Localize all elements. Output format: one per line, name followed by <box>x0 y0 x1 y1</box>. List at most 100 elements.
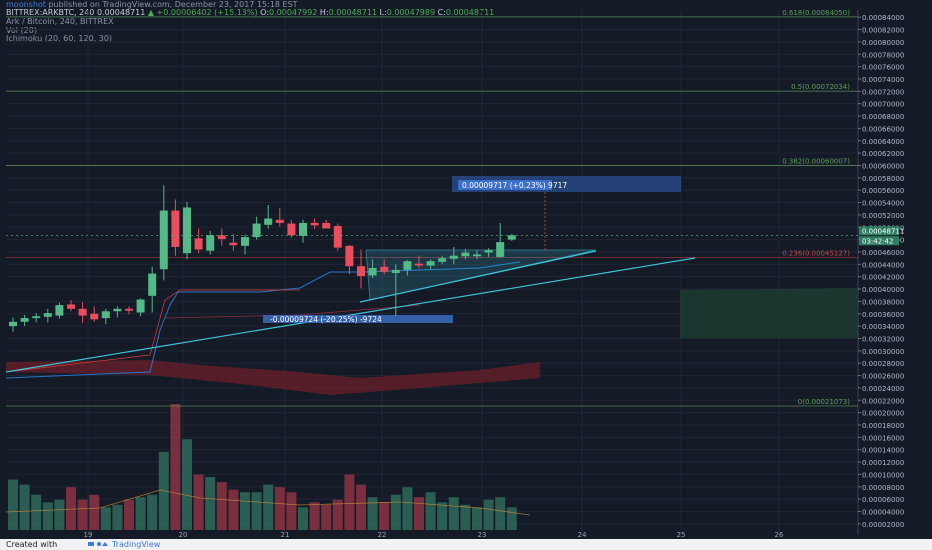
low-label: L: <box>379 8 387 17</box>
volume-bar <box>251 492 262 530</box>
y-tick-label: 0.00078000 <box>862 51 904 59</box>
volume-bar <box>332 499 343 530</box>
y-tick-label: 0.00022000 <box>862 397 904 405</box>
candle-body <box>264 218 273 225</box>
candle-body <box>449 255 458 259</box>
high-label: H: <box>319 8 329 17</box>
volume-bar <box>298 507 308 530</box>
y-tick-label: 0.00038000 <box>862 298 904 306</box>
volume-bar <box>42 502 53 530</box>
triangle-outline <box>365 249 597 301</box>
candle-body <box>136 299 145 313</box>
candle-body <box>391 269 400 273</box>
candle-body <box>484 250 493 253</box>
volume-bar <box>390 494 401 530</box>
candle-body <box>345 245 354 267</box>
low-value: 0.00047989 <box>386 8 436 17</box>
candle-body <box>229 242 238 246</box>
x-tick-label: 20 <box>179 531 188 539</box>
candle-body <box>90 313 99 320</box>
volume-bar <box>472 507 482 530</box>
last-price: 0.00048711 <box>96 8 146 17</box>
ichimoku-cloud-red <box>6 360 540 395</box>
y-tick-label: 0.00070000 <box>862 101 904 109</box>
volume-bar <box>147 494 158 530</box>
close-value: 0.00048711 <box>445 8 495 17</box>
y-tick-label: 0.00012000 <box>862 459 904 467</box>
fib-label: 0.236(0.00045127) <box>782 249 850 257</box>
volume-bar <box>54 499 65 530</box>
volume-bar <box>437 502 448 530</box>
y-tick-label: 0.00008000 <box>862 484 904 492</box>
fib-label: 0.5(0.00072034) <box>791 83 850 91</box>
last-price-tag-bg <box>859 226 899 236</box>
y-tick-label: 0.00042000 <box>862 274 904 282</box>
candle-body <box>55 305 64 316</box>
candle-body <box>171 210 180 248</box>
y-tick-label: 0.00044000 <box>862 261 904 269</box>
candle-body <box>299 222 307 236</box>
candle-body <box>275 219 284 223</box>
candle-body <box>159 210 168 270</box>
y-tick-label: 0.00080000 <box>862 39 904 47</box>
ichimoku-indicator-label: Ichimoku (20, 60, 120, 30) <box>6 34 112 43</box>
y-tick-label: 0.00056000 <box>862 187 904 195</box>
candle-body <box>125 308 133 311</box>
y-axis: 0.00084000 0.00082000 0.00080000 0.00078000… <box>858 14 904 529</box>
measure-label-down-bg <box>263 315 453 323</box>
volume-bar <box>216 482 227 530</box>
x-tick-label: 22 <box>378 531 387 539</box>
author-link[interactable]: moonshot <box>6 0 46 9</box>
volume-bar <box>19 484 30 530</box>
candle-body <box>287 223 296 236</box>
volume-bar <box>425 492 436 530</box>
y-tick-label: 0.00064000 <box>862 138 904 146</box>
measure-label-up: 0.00009717 (+0.23%) 9717 <box>462 181 567 190</box>
x-tick-label: 19 <box>84 531 93 539</box>
countdown-tag: 03:42:42 <box>862 237 893 245</box>
vol-label: Vol (20) <box>6 26 37 35</box>
change-value: ▲ +0.00006402 (+15.13%) <box>147 8 258 17</box>
fib-levels: 0.618(0.00084050) 0.5(0.00072034) 0.382(0.… <box>6 9 858 407</box>
candle-body <box>67 304 75 309</box>
volume-bar <box>286 492 297 530</box>
candle-body <box>252 223 261 238</box>
y-tick-label: 0.00076000 <box>862 64 904 72</box>
close-label: C: <box>437 8 446 17</box>
volume-bar <box>460 504 471 530</box>
candle-body <box>426 261 435 266</box>
volume-bar <box>124 499 134 530</box>
y-tick-label: 0.00016000 <box>862 434 904 442</box>
x-tick-label: 26 <box>775 531 784 539</box>
tradingview-logo-icon <box>88 542 108 546</box>
y-tick-label: 0.00084000 <box>862 14 904 22</box>
candle-body <box>438 258 447 262</box>
volume-bar <box>356 484 366 530</box>
last-price-tag: 0.00048711 <box>862 227 904 235</box>
y-tick-label: 0.00068000 <box>862 113 904 121</box>
candle-body <box>20 318 29 322</box>
y-tick-label: 0.00054000 <box>862 200 904 208</box>
y-tick-label: 0.00010000 <box>862 471 904 479</box>
high-value: 0.00048711 <box>328 8 377 17</box>
y-tick-label: 0.00006000 <box>862 496 904 504</box>
volume-bar <box>170 404 181 530</box>
author-line: moonshot published on TradingView.com, D… <box>6 0 298 9</box>
candle-body <box>403 261 412 270</box>
footer: Created with TradingView <box>0 539 932 550</box>
published-text: published on TradingView.com, December 2… <box>45 0 298 9</box>
y-tick-label: 0.00072000 <box>862 88 904 96</box>
y-tick-label: 0.00018000 <box>862 422 904 430</box>
candle-body <box>368 268 377 276</box>
x-tick-label: 21 <box>281 531 290 539</box>
volume-bar <box>193 474 204 530</box>
candle-body <box>43 313 52 317</box>
candle-body <box>241 237 249 246</box>
ichimoku-layer <box>5 261 858 395</box>
candle-body <box>496 242 505 257</box>
tradingview-brand[interactable]: TradingView <box>112 540 161 549</box>
volume-bar <box>414 497 424 530</box>
fib-label: 0(0.00021073) <box>798 398 850 406</box>
candle-body <box>9 321 17 327</box>
